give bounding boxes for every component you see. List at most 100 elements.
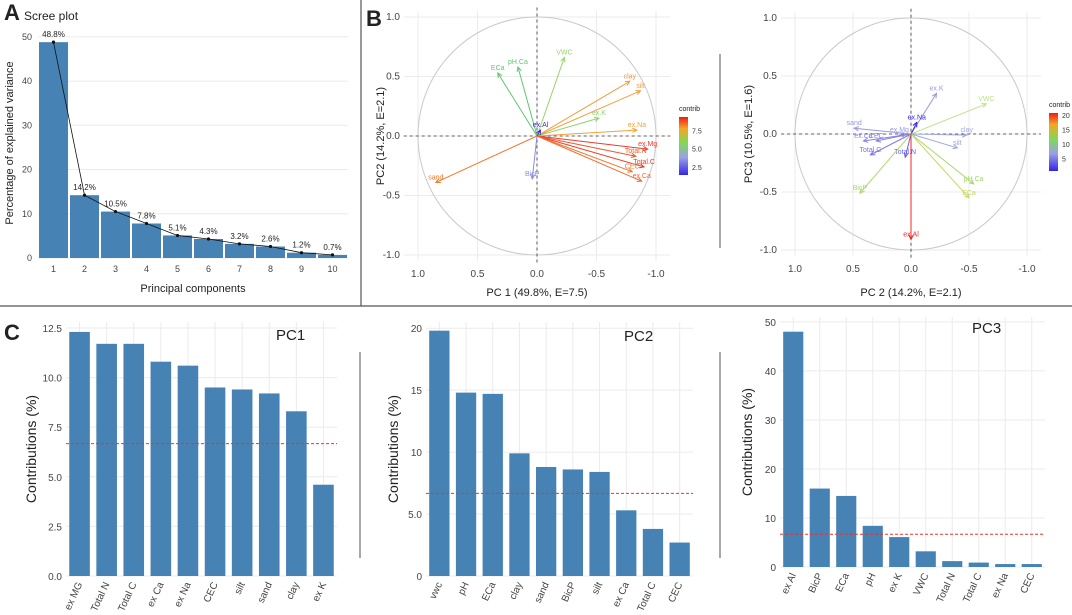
x-tick-label: 7 xyxy=(237,264,242,274)
arrow-head xyxy=(639,163,646,169)
x-tick-label: 4 xyxy=(144,264,149,274)
variable-arrow xyxy=(870,133,912,156)
x-tick-label: sand xyxy=(533,581,552,605)
x-tick-label: 1.0 xyxy=(411,269,425,280)
contribution-bar xyxy=(286,411,307,576)
y-tick-label: -1.0 xyxy=(383,250,401,261)
variable-arrow xyxy=(536,135,648,150)
legend-tick: 5 xyxy=(1062,156,1066,163)
variable-arrow xyxy=(517,66,538,137)
scree-bar xyxy=(194,238,223,258)
y-tick-label: 15 xyxy=(411,386,423,397)
y-tick-label: 40 xyxy=(765,367,777,378)
x-tick-label: Total N xyxy=(89,581,112,614)
y-tick-label: 10 xyxy=(22,209,32,219)
x-tick-label: clay xyxy=(285,581,302,602)
scree-bar xyxy=(101,211,130,258)
arrow-head xyxy=(968,179,975,185)
data-label: 5.1% xyxy=(168,223,186,232)
variable-label: silt xyxy=(953,140,962,147)
legend-tick: 5.0 xyxy=(692,147,702,154)
x-tick-label: 0.5 xyxy=(471,269,485,280)
x-tick-label: CEC xyxy=(666,581,685,605)
variable-label: ex.Al xyxy=(903,232,919,239)
y-tick-label: 0 xyxy=(27,253,32,263)
arrow-head xyxy=(627,167,634,173)
variable-arrow xyxy=(531,135,538,179)
legend-tick: 15 xyxy=(1062,127,1070,134)
variable-label: ex.Mg xyxy=(890,127,909,134)
variable-label: sand xyxy=(847,120,862,127)
contribution-bar xyxy=(313,484,334,576)
contribution-bar xyxy=(429,330,450,576)
x-tick-label: -1.0 xyxy=(647,269,665,280)
contrib-chart-pc1: 0.0 2.5 5.0 7.5 10.0 12.5 ex MG Total N Total C e… xyxy=(23,322,361,614)
x-tick-label: 0.0 xyxy=(530,269,544,280)
arrow-head xyxy=(630,152,637,158)
arrow-head xyxy=(497,71,503,78)
variable-label: Total.C xyxy=(633,159,655,166)
variable-label: pH.Ca xyxy=(508,59,528,66)
y-tick-label: 0 xyxy=(416,572,422,583)
variable-label: ex.Al xyxy=(533,122,549,129)
scree-bar xyxy=(39,42,68,259)
variable-label: ECa xyxy=(962,190,976,197)
contribution-bar xyxy=(836,495,857,567)
variable-arrow xyxy=(536,57,565,137)
legend-title: contrib xyxy=(1049,102,1070,109)
y-tick-label: 0.5 xyxy=(386,72,400,83)
contribution-bar xyxy=(455,392,477,576)
variable-arrow xyxy=(536,135,636,157)
scree-bar xyxy=(132,223,161,258)
variable-label: ex.Ca xyxy=(633,173,651,180)
y-tick-label: 0.5 xyxy=(763,71,777,82)
variable-arrow xyxy=(904,133,912,158)
x-tick-label: CEC xyxy=(202,581,221,605)
y-tick-label: 10 xyxy=(411,448,423,459)
contribution-bar xyxy=(258,393,280,576)
arrow-head xyxy=(560,56,566,63)
x-tick-label: Total C xyxy=(636,581,659,614)
arrow-head xyxy=(624,80,631,86)
y-tick-label: 40 xyxy=(22,76,32,86)
variable-arrow xyxy=(536,135,645,168)
contribution-bar xyxy=(889,537,910,567)
chart-title: PC2 xyxy=(624,328,653,345)
arrow-head xyxy=(903,152,909,159)
y-axis-label: Contributions (%) xyxy=(385,395,401,503)
variable-label: ex.Na xyxy=(908,114,926,121)
variable-label: Total.N xyxy=(625,148,647,155)
y-tick-label: 2.5 xyxy=(48,522,62,533)
variable-label: Total.C xyxy=(860,147,882,154)
contribution-bar xyxy=(96,343,117,576)
y-tick-label: 10 xyxy=(765,514,777,525)
pca-biplot-pc2-pc3: 1.0 0.5 0.0 -0.5 -1.0 1.0 0.5 0.0 -0.5 -1.0 ex.K VW… xyxy=(743,8,1070,299)
y-tick-label: -0.5 xyxy=(760,187,778,198)
contribution-bar xyxy=(915,551,936,567)
arrow-head xyxy=(908,234,914,241)
panel-label-c: C xyxy=(4,320,20,345)
variable-label: ex.Ca xyxy=(854,133,872,140)
x-tick-label: ex Ca xyxy=(611,580,632,609)
contribution-bar xyxy=(589,471,610,576)
x-tick-label: vwc xyxy=(428,581,445,601)
x-tick-label: -0.5 xyxy=(588,269,606,280)
x-tick-label: BicP xyxy=(560,580,579,604)
x-tick-label: 6 xyxy=(206,264,211,274)
x-tick-label: CEC xyxy=(1019,572,1038,596)
arrow-head xyxy=(859,188,865,195)
variable-arrow xyxy=(854,127,912,135)
x-tick-label: 0.0 xyxy=(904,264,918,275)
contribution-bar xyxy=(150,361,172,576)
x-tick-label: ex K xyxy=(887,571,906,594)
x-tick-label: Total C xyxy=(961,572,984,605)
x-tick-label: ex Ca xyxy=(146,580,167,609)
contribution-bar xyxy=(123,343,145,576)
x-tick-label: 10 xyxy=(327,264,337,274)
variable-arrow xyxy=(910,133,958,149)
arrow-head xyxy=(869,150,876,156)
arrow-head xyxy=(536,129,542,136)
arrow-head xyxy=(964,192,970,199)
pca-biplot-pc1-pc2: 1.0 0.5 0.0 -0.5 -1.0 1.0 0.5 0.0 -0.5 -1.0 VWC pH.… xyxy=(375,7,721,299)
